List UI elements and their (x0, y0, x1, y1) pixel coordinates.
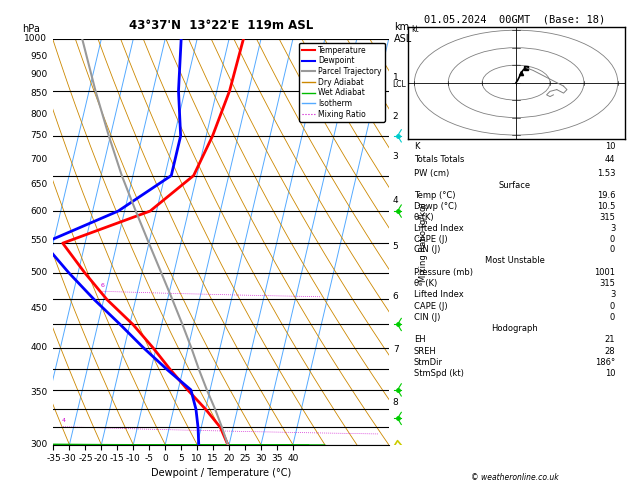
Text: 1: 1 (392, 72, 399, 82)
Text: 28: 28 (604, 347, 615, 356)
Text: 700: 700 (30, 155, 47, 164)
Text: 3: 3 (610, 290, 615, 299)
Text: 186°: 186° (595, 358, 615, 367)
Text: Most Unstable: Most Unstable (484, 256, 545, 265)
Text: 7: 7 (392, 345, 399, 354)
Text: 43°37'N  13°22'E  119m ASL: 43°37'N 13°22'E 119m ASL (129, 18, 313, 32)
Text: 315: 315 (599, 213, 615, 222)
Text: Lifted Index: Lifted Index (414, 290, 464, 299)
Text: 5: 5 (392, 242, 399, 251)
Text: 19.6: 19.6 (597, 191, 615, 200)
Text: 400: 400 (30, 343, 47, 352)
Text: 4: 4 (392, 195, 398, 205)
Text: 10.5: 10.5 (597, 202, 615, 211)
Text: 450: 450 (30, 304, 47, 312)
Text: 10: 10 (604, 369, 615, 378)
Text: kt: kt (411, 25, 419, 34)
Text: StmSpd (kt): StmSpd (kt) (414, 369, 464, 378)
Text: 8: 8 (392, 398, 399, 407)
Text: Lifted Index: Lifted Index (414, 224, 464, 233)
Text: 0: 0 (610, 302, 615, 311)
Text: 3: 3 (392, 152, 399, 161)
Text: LCL: LCL (392, 80, 406, 89)
Text: 650: 650 (30, 180, 47, 189)
Text: CIN (J): CIN (J) (414, 313, 440, 322)
Text: 1001: 1001 (594, 268, 615, 277)
Text: 21: 21 (604, 335, 615, 345)
Text: km: km (394, 21, 409, 32)
Text: 4: 4 (61, 418, 65, 423)
Text: 500: 500 (30, 268, 47, 277)
Text: 950: 950 (30, 52, 47, 61)
Text: 600: 600 (30, 207, 47, 216)
Text: 1.53: 1.53 (597, 169, 615, 178)
Text: 1000: 1000 (25, 35, 47, 43)
Text: 44: 44 (604, 156, 615, 164)
Text: 6: 6 (392, 293, 399, 301)
Text: Totals Totals: Totals Totals (414, 156, 464, 164)
Text: 350: 350 (30, 388, 47, 397)
Text: 3: 3 (610, 224, 615, 233)
Text: θₑ (K): θₑ (K) (414, 279, 437, 288)
Text: Hodograph: Hodograph (491, 324, 538, 333)
Text: θₑ(K): θₑ(K) (414, 213, 435, 222)
Text: PW (cm): PW (cm) (414, 169, 449, 178)
Legend: Temperature, Dewpoint, Parcel Trajectory, Dry Adiabat, Wet Adiabat, Isotherm, Mi: Temperature, Dewpoint, Parcel Trajectory… (299, 43, 385, 122)
Text: Mixing Ratio (g/kg): Mixing Ratio (g/kg) (419, 202, 428, 281)
Text: Surface: Surface (498, 181, 531, 190)
Text: Temp (°C): Temp (°C) (414, 191, 455, 200)
Text: 315: 315 (599, 279, 615, 288)
Text: CAPE (J): CAPE (J) (414, 302, 447, 311)
Text: Pressure (mb): Pressure (mb) (414, 268, 473, 277)
Text: 0: 0 (610, 245, 615, 254)
Text: 10: 10 (604, 142, 615, 151)
Text: 850: 850 (30, 89, 47, 98)
Text: SREH: SREH (414, 347, 437, 356)
Text: 900: 900 (30, 70, 47, 79)
Text: EH: EH (414, 335, 425, 345)
Text: 750: 750 (30, 131, 47, 140)
Text: 6: 6 (101, 283, 104, 288)
Text: 0: 0 (610, 235, 615, 243)
Text: © weatheronline.co.uk: © weatheronline.co.uk (470, 473, 559, 482)
Text: 800: 800 (30, 109, 47, 119)
Text: CAPE (J): CAPE (J) (414, 235, 447, 243)
Text: 01.05.2024  00GMT  (Base: 18): 01.05.2024 00GMT (Base: 18) (424, 15, 605, 25)
Text: K: K (414, 142, 420, 151)
X-axis label: Dewpoint / Temperature (°C): Dewpoint / Temperature (°C) (151, 468, 291, 478)
Text: 2: 2 (392, 112, 398, 121)
Text: hPa: hPa (22, 24, 40, 34)
Text: StmDir: StmDir (414, 358, 443, 367)
Text: 0: 0 (610, 313, 615, 322)
Text: 300: 300 (30, 440, 47, 449)
Text: 550: 550 (30, 236, 47, 245)
Text: CIN (J): CIN (J) (414, 245, 440, 254)
Text: Dewp (°C): Dewp (°C) (414, 202, 457, 211)
Text: ASL: ASL (394, 34, 412, 44)
